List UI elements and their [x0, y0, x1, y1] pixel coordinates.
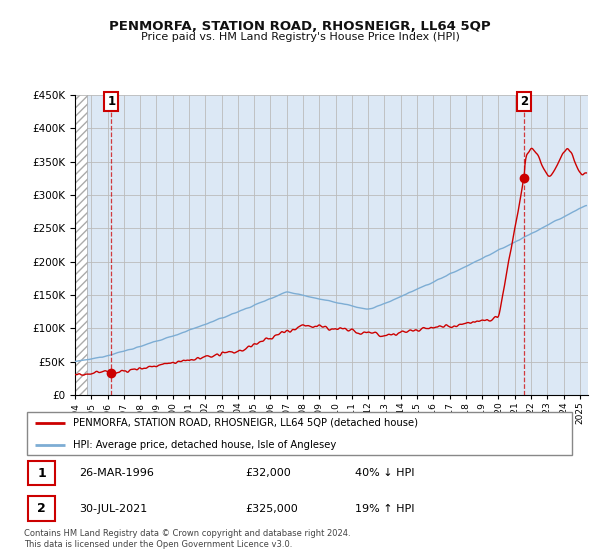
Text: £325,000: £325,000	[245, 503, 298, 514]
Text: PENMORFA, STATION ROAD, RHOSNEIGR, LL64 5QP: PENMORFA, STATION ROAD, RHOSNEIGR, LL64 …	[109, 20, 491, 32]
Text: 30-JUL-2021: 30-JUL-2021	[79, 503, 148, 514]
Text: Contains HM Land Registry data © Crown copyright and database right 2024.
This d: Contains HM Land Registry data © Crown c…	[24, 529, 350, 549]
Text: 26-MAR-1996: 26-MAR-1996	[79, 468, 154, 478]
FancyBboxPatch shape	[28, 461, 55, 486]
Text: HPI: Average price, detached house, Isle of Anglesey: HPI: Average price, detached house, Isle…	[73, 440, 336, 450]
Text: Price paid vs. HM Land Registry's House Price Index (HPI): Price paid vs. HM Land Registry's House …	[140, 32, 460, 42]
Text: 1: 1	[107, 95, 115, 108]
Text: 19% ↑ HPI: 19% ↑ HPI	[355, 503, 415, 514]
Text: PENMORFA, STATION ROAD, RHOSNEIGR, LL64 5QP (detached house): PENMORFA, STATION ROAD, RHOSNEIGR, LL64 …	[73, 418, 418, 428]
Text: 1: 1	[37, 466, 46, 480]
Text: 40% ↓ HPI: 40% ↓ HPI	[355, 468, 415, 478]
Text: 2: 2	[37, 502, 46, 515]
FancyBboxPatch shape	[27, 412, 572, 455]
Bar	[75, 95, 87, 395]
Text: 2: 2	[520, 95, 528, 108]
FancyBboxPatch shape	[28, 496, 55, 521]
Text: £32,000: £32,000	[245, 468, 290, 478]
Bar	[75, 95, 87, 395]
